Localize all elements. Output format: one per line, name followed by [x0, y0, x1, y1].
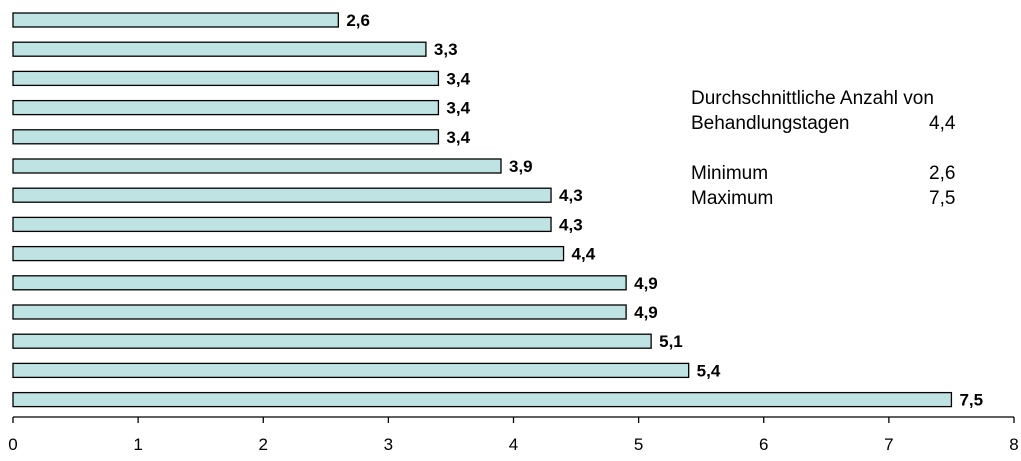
x-tick-label: 8: [1009, 435, 1018, 454]
bar-value-label: 3,3: [434, 40, 458, 59]
summary-avg-value: 4,4: [929, 113, 956, 134]
bar: [12, 275, 627, 291]
bar: [12, 12, 339, 28]
bar-value-label: 4,9: [634, 274, 658, 293]
bar: [12, 391, 953, 408]
summary-avg-line1: Durchschnittliche Anzahl von: [691, 86, 955, 111]
bar-value-label: 5,1: [659, 332, 683, 351]
summary-avg-label-line2: Behandlungstagen: [691, 113, 850, 134]
bar-value-label: 4,4: [572, 245, 596, 264]
bar-value-label: 3,9: [509, 157, 533, 176]
bar: [12, 99, 440, 116]
bar: [12, 362, 690, 379]
bar-value-label: 5,4: [697, 361, 721, 380]
summary-avg-line2: Behandlungstagen 4,4: [691, 111, 955, 136]
x-tick-label: 6: [759, 435, 768, 454]
bar: [12, 333, 652, 349]
summary-min-value: 2,6: [929, 163, 956, 184]
bar: [12, 216, 552, 233]
summary-min-row: Minimum 2,6: [691, 161, 955, 186]
x-axis: 0 1 2 3 4 5 6 7 8: [8, 416, 1019, 454]
bar-value-label: 4,3: [559, 186, 583, 205]
summary-max-value: 7,5: [929, 188, 956, 209]
summary-avg-label-line1: Durchschnittliche Anzahl von: [691, 88, 934, 109]
x-tick-label: 7: [884, 435, 893, 454]
summary-max-row: Maximum 7,5: [691, 186, 955, 211]
x-tick-label: 1: [133, 435, 142, 454]
summary-max-label: Maximum: [691, 188, 774, 209]
summary-box: Durchschnittliche Anzahl von Behandlungs…: [691, 86, 955, 211]
x-tick-label: 3: [384, 435, 393, 454]
x-tick-label: 5: [634, 435, 643, 454]
bar: [12, 304, 627, 320]
x-tick-label: 2: [259, 435, 268, 454]
bar-value-label: 4,3: [559, 215, 583, 234]
bar-value-label: 3,4: [446, 128, 470, 147]
x-tick-label: 4: [509, 435, 518, 454]
bars-group: 2,63,33,43,43,43,94,34,34,44,94,95,15,47…: [12, 11, 983, 410]
bar: [12, 187, 552, 203]
bar-value-label: 4,9: [634, 303, 658, 322]
bar: [12, 245, 565, 262]
bar: [12, 158, 502, 174]
summary-spacer: [691, 136, 955, 161]
x-tick-label: 0: [8, 435, 17, 454]
bar-value-label: 3,4: [446, 69, 470, 88]
summary-min-label: Minimum: [691, 163, 769, 184]
bar: [12, 70, 440, 87]
bar: [12, 41, 427, 57]
bar-value-label: 7,5: [959, 391, 983, 410]
bar-value-label: 2,6: [346, 11, 370, 30]
bar-value-label: 3,4: [446, 99, 470, 118]
bar: [12, 129, 440, 145]
